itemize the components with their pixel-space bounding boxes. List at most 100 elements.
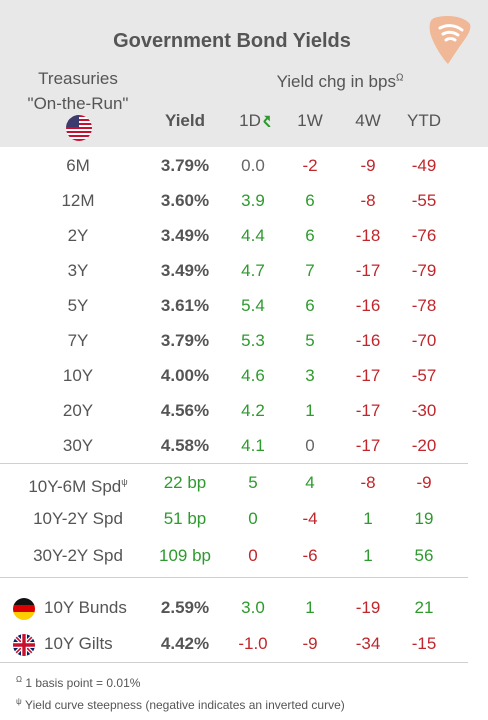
- spread-label: 10Y-2Y Spd: [0, 501, 156, 536]
- change-ytd: -9: [416, 473, 432, 492]
- yield-value: 3.61%: [160, 296, 210, 315]
- change-1w: 6: [305, 296, 315, 315]
- change-1w: -6: [302, 546, 318, 565]
- change-1d: 4.2: [241, 401, 265, 420]
- table-row: 2Y 3.49% 4.4 6 -18 -76: [0, 218, 488, 253]
- change-1w: -4: [302, 509, 318, 528]
- germany-flag-icon: [13, 598, 35, 620]
- yield-value: 2.59%: [160, 598, 210, 617]
- uk-flag-icon: [13, 634, 35, 656]
- change-1w: 6: [305, 226, 315, 245]
- table-row: 7Y 3.79% 5.3 5 -16 -70: [0, 323, 488, 358]
- change-ytd: -20: [411, 436, 437, 455]
- change-1d: 5.4: [241, 296, 265, 315]
- change-1d: 0.0: [241, 156, 265, 175]
- table-row: 20Y 4.56% 4.2 1 -17 -30: [0, 393, 488, 428]
- table-row: 6M 3.79% 0.0 -2 -9 -49: [0, 148, 488, 183]
- change-1w: 0: [305, 436, 315, 455]
- maturity-label: 10Y: [62, 366, 94, 385]
- change-4w: 1: [363, 546, 373, 565]
- change-1w: -9: [302, 634, 318, 653]
- change-1d: 0: [248, 546, 258, 565]
- bond-label: 10Y Bunds: [44, 598, 127, 617]
- on-the-run-label: "On-the-Run": [27, 94, 129, 113]
- change-ytd: -79: [411, 261, 437, 280]
- yield-value: 3.49%: [160, 261, 210, 280]
- maturity-label: 7Y: [67, 331, 89, 350]
- change-1d: 4.1: [241, 436, 265, 455]
- change-ytd: 56: [414, 546, 434, 565]
- table-row: 12M 3.60% 3.9 6 -8 -55: [0, 183, 488, 218]
- us-flag-icon: [66, 115, 92, 141]
- change-ytd: -70: [411, 331, 437, 350]
- change-1w: 6: [305, 191, 315, 210]
- change-1d: 3.9: [241, 191, 265, 210]
- yield-value: 3.79%: [160, 331, 210, 350]
- change-1w: 3: [305, 366, 315, 385]
- change-1w: 1: [305, 598, 315, 617]
- change-1w: 1: [305, 401, 315, 420]
- table-row: 5Y 3.61% 5.4 6 -16 -78: [0, 288, 488, 323]
- change-ytd: -78: [411, 296, 437, 315]
- yield-value: 3.60%: [160, 191, 210, 210]
- maturity-label: 30Y: [62, 436, 94, 455]
- change-4w: -34: [355, 634, 381, 653]
- change-4w: -17: [355, 401, 381, 420]
- maturity-label: 20Y: [62, 401, 94, 420]
- change-1d: 4.6: [241, 366, 265, 385]
- change-ytd: -30: [411, 401, 437, 420]
- change-1d: 4.7: [241, 261, 265, 280]
- change-1w: 5: [305, 331, 315, 350]
- spread-row: 10Y-6M Spdψ 22 bp 5 4 -8 -9: [0, 465, 488, 500]
- divider: [0, 577, 468, 578]
- spread-row: 10Y-2Y Spd 51 bp 0 -4 1 19: [0, 501, 488, 536]
- column-header-yield: Yield: [165, 111, 205, 130]
- spread-value: 109 bp: [159, 546, 211, 565]
- spread-label-text: 10Y-6M Spd: [28, 477, 122, 496]
- change-1d: 4.4: [241, 226, 265, 245]
- divider: [0, 662, 468, 663]
- divider: [0, 463, 468, 464]
- change-4w: -17: [355, 436, 381, 455]
- change-1w: -2: [302, 156, 318, 175]
- spread-row: 30Y-2Y Spd 109 bp 0 -6 1 56: [0, 538, 488, 573]
- spread-value: 22 bp: [163, 473, 207, 492]
- treasuries-label: Treasuries: [38, 69, 118, 88]
- spread-value: 51 bp: [163, 509, 207, 528]
- change-ytd: 19: [414, 509, 434, 528]
- spread-footnote-mark: ψ: [121, 477, 128, 487]
- change-1d: 0: [248, 509, 258, 528]
- maturity-label: 5Y: [67, 296, 89, 315]
- change-ytd: -49: [411, 156, 437, 175]
- column-header-1d: 1D: [228, 111, 284, 131]
- maturity-label: 3Y: [67, 261, 89, 280]
- footnote-curve-steepness: ψ Yield curve steepness (negative indica…: [16, 697, 345, 712]
- change-ytd: -76: [411, 226, 437, 245]
- change-ytd: -15: [411, 634, 437, 653]
- page-title: Government Bond Yields: [113, 30, 351, 52]
- footnote-basis-point: Ω 1 basis point = 0.01%: [16, 675, 141, 690]
- yield-value: 4.42%: [160, 634, 210, 653]
- change-ytd: -57: [411, 366, 437, 385]
- column-header-4w: 4W: [355, 111, 381, 130]
- change-ytd: -55: [411, 191, 437, 210]
- change-4w: -16: [355, 331, 381, 350]
- change-4w: -9: [360, 156, 376, 175]
- column-header-1w: 1W: [297, 111, 323, 130]
- yield-value: 3.79%: [160, 156, 210, 175]
- change-4w: 1: [363, 509, 373, 528]
- change-4w: -16: [355, 296, 381, 315]
- change-ytd: 21: [414, 598, 434, 617]
- table-row: 10Y 4.00% 4.6 3 -17 -57: [0, 358, 488, 393]
- yield-change-header: Yield chg in bpsΩ: [276, 72, 404, 91]
- international-row: 10Y Bunds 2.59% 3.0 1 -19 21: [0, 590, 488, 625]
- change-1d: -1.0: [238, 634, 268, 653]
- brand-logo-icon: [429, 16, 471, 64]
- spread-label-text: 10Y-2Y Spd: [33, 509, 123, 528]
- bond-label: 10Y Gilts: [44, 634, 113, 653]
- change-1w: 7: [305, 261, 315, 280]
- yield-value: 3.49%: [160, 226, 210, 245]
- column-header-ytd: YTD: [407, 111, 441, 130]
- change-4w: -17: [355, 366, 381, 385]
- table-row: 3Y 3.49% 4.7 7 -17 -79: [0, 253, 488, 288]
